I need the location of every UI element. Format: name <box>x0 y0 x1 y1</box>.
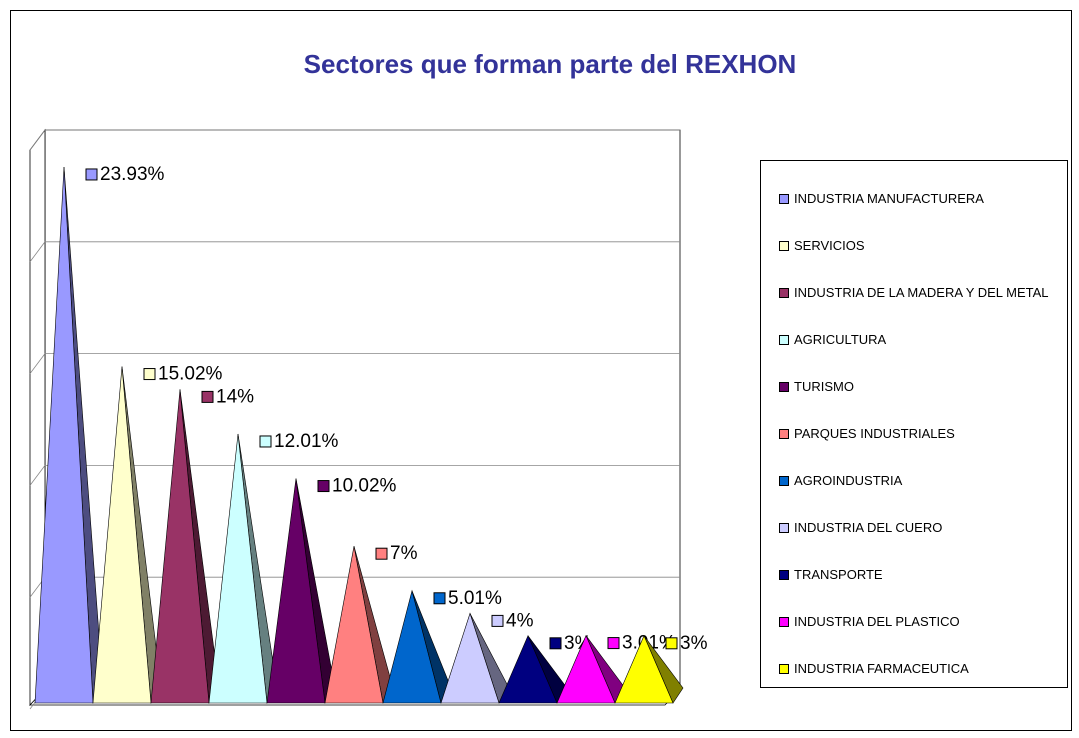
legend-item: INDUSTRIA MANUFACTURERA <box>761 191 1051 238</box>
legend-swatch <box>779 194 789 204</box>
legend-item: PARQUES INDUSTRIALES <box>761 426 1051 473</box>
legend-item: INDUSTRIA FARMACEUTICA <box>761 661 1051 708</box>
grid-tick <box>29 129 46 151</box>
legend-label: INDUSTRIA DE LA MADERA Y DEL METAL <box>794 285 1049 300</box>
label-swatch <box>607 637 620 650</box>
label-swatch <box>491 614 504 627</box>
data-label: 14% <box>216 386 254 407</box>
legend-swatch <box>779 476 789 486</box>
legend-label: AGROINDUSTRIA <box>794 473 903 488</box>
data-label: 3% <box>680 633 708 654</box>
legend-swatch <box>779 382 789 392</box>
legend-swatch <box>779 617 789 627</box>
cone <box>92 366 152 704</box>
legend-label: INDUSTRIA DEL PLASTICO <box>794 614 960 629</box>
grid-tick <box>29 465 46 486</box>
label-swatch <box>433 592 446 605</box>
legend-item: TRANSPORTE <box>761 567 1051 614</box>
legend-label: INDUSTRIA MANUFACTURERA <box>794 191 984 206</box>
cone <box>440 612 500 704</box>
legend-label: AGRICULTURA <box>794 332 887 347</box>
legend-swatch <box>779 523 789 533</box>
legend-label: PARQUES INDUSTRIALES <box>794 426 955 441</box>
label-swatch <box>375 547 388 560</box>
legend-item: INDUSTRIA DEL CUERO <box>761 520 1051 567</box>
data-label: 12.01% <box>274 431 339 452</box>
legend-swatch <box>779 570 789 580</box>
cone <box>614 635 674 704</box>
label-swatch <box>549 637 562 650</box>
legend-swatch <box>779 288 789 298</box>
cone <box>556 634 616 704</box>
cone <box>382 589 442 704</box>
cone <box>150 389 210 704</box>
legend-item: SERVICIOS <box>761 238 1051 285</box>
cone <box>34 166 94 704</box>
legend-item: INDUSTRIA DEL PLASTICO <box>761 614 1051 661</box>
data-label: 10.02% <box>332 476 397 497</box>
chart-border <box>10 10 1072 731</box>
label-swatch <box>201 390 214 403</box>
legend-item: AGRICULTURA <box>761 332 1051 379</box>
legend-label: TURISMO <box>794 379 854 394</box>
label-swatch <box>143 368 156 381</box>
legend-swatch <box>779 335 789 345</box>
legend-swatch <box>779 241 789 251</box>
cone <box>266 478 326 704</box>
data-label: 23.93% <box>100 164 165 185</box>
data-label: 15.02% <box>158 364 223 385</box>
data-label: 4% <box>506 610 534 631</box>
grid-tick <box>29 353 46 374</box>
legend-item: TURISMO <box>761 379 1051 426</box>
cone <box>324 546 384 704</box>
label-swatch <box>317 480 330 493</box>
legend-label: INDUSTRIA FARMACEUTICA <box>794 661 969 676</box>
label-swatch <box>665 637 678 650</box>
chart-title: Sectores que forman parte del REXHON <box>304 49 797 79</box>
label-swatch <box>85 168 98 181</box>
legend-item: AGROINDUSTRIA <box>761 473 1051 520</box>
legend: INDUSTRIA MANUFACTURERA SERVICIOS INDUSTRI… <box>760 160 1068 688</box>
legend-label: SERVICIOS <box>794 238 865 253</box>
legend-item: INDUSTRIA DE LA MADERA Y DEL METAL <box>761 285 1051 332</box>
data-label: 7% <box>390 543 418 564</box>
cone <box>208 433 268 704</box>
legend-swatch <box>779 429 789 439</box>
label-swatch <box>259 435 272 448</box>
legend-label: TRANSPORTE <box>794 567 883 582</box>
legend-label: INDUSTRIA DEL CUERO <box>794 520 943 535</box>
grid-tick <box>29 241 46 263</box>
data-label: 5.01% <box>448 588 502 609</box>
cone <box>498 635 558 704</box>
legend-swatch <box>779 664 789 674</box>
